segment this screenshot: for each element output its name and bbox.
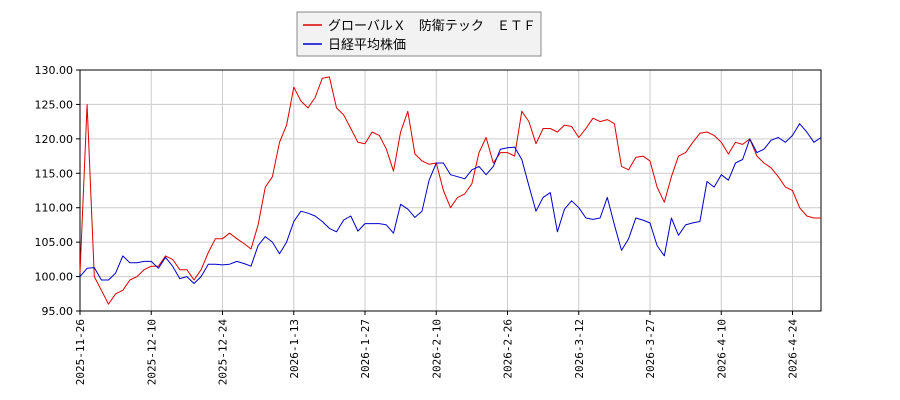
y-axis: 95.00 100.00 105.00 110.00 115.00 120.00 125.0…: [35, 64, 80, 318]
legend: グローバルＸ 防衛テック ＥＴＦ 日経平均株価: [296, 11, 542, 57]
legend-box: [296, 11, 542, 57]
y-tick-label: 120.00: [35, 133, 74, 146]
legend-label-defense-etf: グローバルＸ 防衛テック ＥＴＦ: [328, 18, 536, 34]
x-tick-label: 2025-12-24: [217, 319, 230, 386]
legend-label-nikkei: 日経平均株価: [328, 38, 406, 53]
y-tick-label: 110.00: [35, 202, 74, 215]
x-tick-label: 2025-11-26: [74, 319, 87, 385]
series-line-defense-etf: [79, 76, 821, 305]
plot-area: [79, 69, 822, 312]
y-tick-label: 130.00: [35, 64, 74, 77]
x-tick-label: 2026-2-10: [430, 319, 443, 379]
x-tick-label: 2026-3-27: [644, 319, 657, 379]
y-tick-label: 95.00: [42, 305, 74, 318]
x-tick-label: 2026-4-10: [715, 319, 728, 379]
y-tick-label: 100.00: [35, 271, 74, 284]
x-tick-label: 2026-1-27: [359, 319, 372, 379]
x-tick-label: 2026-1-13: [288, 319, 301, 379]
x-axis: 2025-11-26 2025-12-10 2025-12-24 2026-1-13 2…: [74, 311, 800, 385]
x-tick-label: 2026-3-12: [573, 319, 586, 379]
series-lines: [79, 76, 822, 305]
y-tick-label: 115.00: [35, 167, 74, 180]
grid: [79, 69, 821, 312]
x-tick-label: 2026-4-24: [787, 319, 800, 379]
y-tick-label: 105.00: [35, 236, 74, 249]
x-tick-label: 2026-2-26: [502, 319, 515, 379]
x-tick-label: 2025-12-10: [145, 319, 158, 385]
y-tick-label: 125.00: [35, 98, 74, 111]
series-line-nikkei: [79, 123, 822, 284]
